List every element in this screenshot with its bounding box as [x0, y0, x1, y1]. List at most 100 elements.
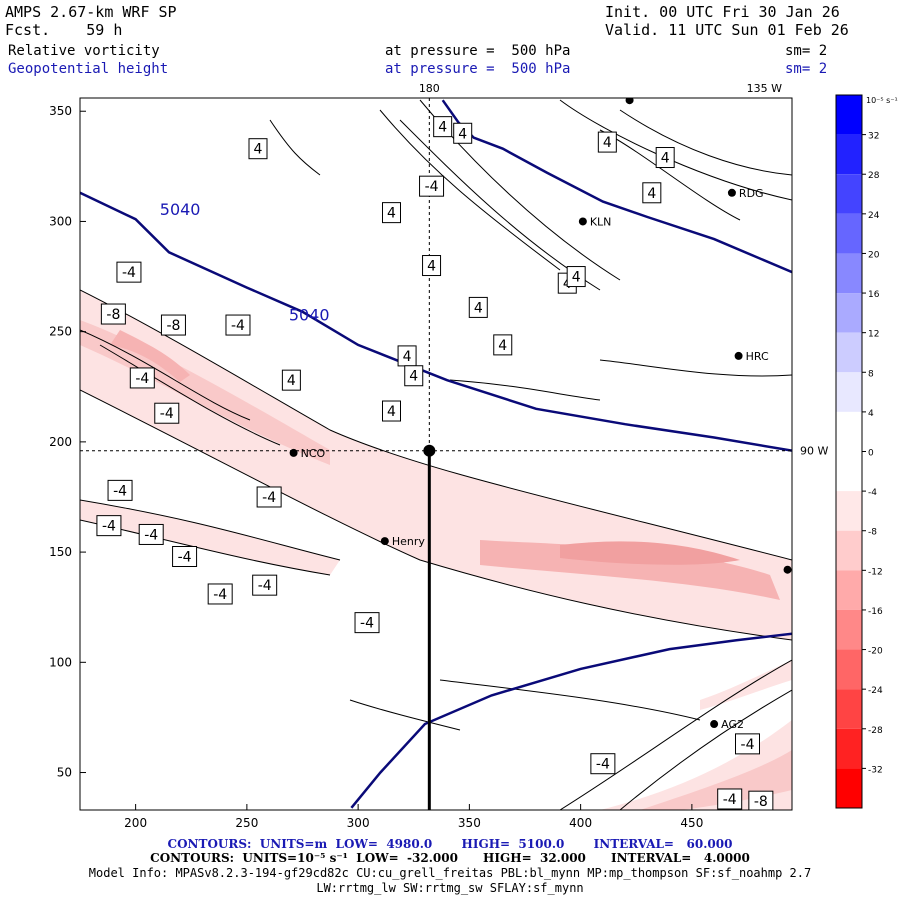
vorticity-label-text: -8	[166, 318, 180, 334]
vorticity-label-text: 4	[387, 206, 396, 222]
vorticity-label-text: 4	[572, 270, 581, 286]
colorbar-tick-label-17: -32	[868, 765, 883, 775]
vorticity-label-7: 4	[422, 255, 442, 277]
colorbar-swatch-4	[836, 253, 862, 294]
vorticity-label-box	[225, 314, 251, 336]
colorbar-tick-label-6: 12	[868, 330, 879, 340]
vorticity-label-text: 4	[498, 338, 507, 354]
vorticity-label-text: -4	[258, 578, 272, 594]
vorticity-contours	[80, 99, 792, 810]
model-title: AMPS 2.67-km WRF SP	[5, 3, 177, 21]
vorticity-label-text: -8	[106, 307, 120, 323]
vorticity-label-text: -4	[425, 179, 439, 195]
pressure-level-1: at pressure = 500 hPa	[385, 43, 571, 59]
vorticity-contour-info: CONTOURS: UNITS=10⁻⁵ s⁻¹ LOW= -32.000 HI…	[150, 851, 750, 865]
height-label-0: 5040	[160, 200, 201, 219]
vorticity-label-16: -4	[419, 175, 445, 197]
vorticity-label-26: -4	[138, 523, 164, 545]
vorticity-label-box	[354, 612, 380, 634]
vorticity-label-text: 4	[438, 120, 447, 136]
vorticity-label-4: 4	[655, 147, 675, 169]
vorticity-label-box	[590, 753, 616, 775]
vorticity-label-text: 4	[387, 404, 396, 420]
vorticity-label-text: -4	[178, 550, 192, 566]
colorbar-tick-label-4: 20	[868, 250, 880, 260]
vorticity-label-9: 4	[468, 296, 488, 318]
colorbar-swatch-11	[836, 530, 862, 571]
vorticity-label-text: -4	[144, 527, 158, 543]
colorbar-tick-label-2: 28	[868, 171, 880, 181]
y-tick-label-200: 200	[49, 435, 72, 449]
colorbar-swatch-16	[836, 728, 862, 769]
vorticity-label-box	[642, 182, 662, 204]
colorbar-tick-label-9: 0	[868, 449, 874, 459]
colorbar: 32 28 24 20 16 12 8 4 0 -4 -8 -12 -16 -20 -24 -28 -32 10⁻…	[835, 94, 898, 809]
vorticity-label-box	[382, 202, 401, 224]
field-name-vorticity: Relative vorticity	[8, 43, 160, 59]
vorticity-label-text: 4	[661, 151, 670, 167]
y-tick-label-100: 100	[49, 655, 72, 669]
x-tick-label-400: 400	[569, 816, 592, 830]
vorticity-label-box	[453, 122, 473, 144]
station-label-nco: NCO	[301, 447, 326, 460]
vorticity-label-33: -4	[717, 788, 743, 810]
vorticity-label-text: 4	[254, 142, 263, 158]
smoothing-2: sm= 2	[785, 61, 828, 77]
vorticity-label-24: -4	[256, 486, 282, 508]
y-tick-label-300: 300	[49, 214, 72, 228]
vorticity-label-box	[207, 583, 233, 605]
vorticity-label-box	[96, 515, 122, 537]
forecast-hour: Fcst. 59 h	[5, 21, 123, 39]
x-tick-label-250: 250	[235, 816, 258, 830]
plot-background	[80, 98, 792, 810]
station-label-henry: Henry	[392, 535, 426, 548]
vorticity-label-box	[281, 369, 301, 391]
marker-top	[625, 98, 634, 105]
vorticity-label-box	[655, 147, 675, 169]
vorticity-label-25: -4	[96, 515, 122, 537]
vorticity-label-box	[248, 138, 268, 160]
vorticity-label-box	[422, 255, 442, 277]
pressure-level-2: at pressure = 500 hPa	[385, 61, 571, 77]
vorticity-label-5: 4	[642, 182, 662, 204]
vorticity-label-11: 4	[397, 345, 417, 367]
vorticity-label-text: -4	[113, 483, 127, 499]
vorticity-label-30: -4	[354, 612, 380, 634]
colorbar-swatch-0	[836, 95, 862, 135]
vorticity-label-text: -4	[262, 490, 276, 506]
height-contour-info: CONTOURS: UNITS=m LOW= 4980.0 HIGH= 5100…	[167, 837, 733, 851]
vorticity-label-23: -4	[107, 479, 133, 501]
y-tick-label-250: 250	[49, 325, 72, 339]
colorbar-tick-label-15: -24	[868, 686, 883, 696]
x-tick-label-200: 200	[124, 816, 147, 830]
station-dot-nco	[289, 448, 298, 457]
vorticity-label-text: 4	[403, 349, 412, 365]
vorticity-label-text: -4	[213, 587, 227, 603]
station-label-ag2: AG2	[721, 718, 744, 731]
colorbar-tick-label-5: 16	[868, 290, 880, 300]
vorticity-label-29: -4	[252, 574, 278, 596]
vorticity-label-2: 4	[248, 138, 268, 160]
colorbar-unit-label: 10⁻⁵ s⁻¹	[866, 96, 898, 105]
colorbar-swatch-17	[836, 768, 862, 808]
vorticity-label-box	[138, 523, 164, 545]
vorticity-label-box	[252, 574, 278, 596]
colorbar-swatch-7	[836, 372, 862, 412]
stations: RDG KLN HRC NCO Henry AG2	[289, 98, 792, 731]
vorticity-label-text: -8	[754, 794, 768, 810]
vorticity-label-box	[256, 486, 282, 508]
colorbar-tick-label-7: 8	[868, 369, 874, 379]
plot-frame	[79, 97, 793, 811]
vorticity-label-box	[100, 303, 126, 325]
vorticity-label-box	[566, 266, 586, 288]
x-tick-label-450: 450	[680, 816, 703, 830]
vorticity-label-box	[160, 314, 186, 336]
vorticity-label-box	[735, 733, 760, 755]
field-name-height: Geopotential height	[8, 61, 169, 77]
colorbar-tick-label-16: -28	[868, 726, 883, 736]
vorticity-label-box	[404, 365, 424, 387]
vorticity-label-text: -4	[102, 519, 116, 535]
colorbar-swatch-10	[836, 491, 862, 531]
vorticity-label-text: -4	[596, 757, 610, 773]
